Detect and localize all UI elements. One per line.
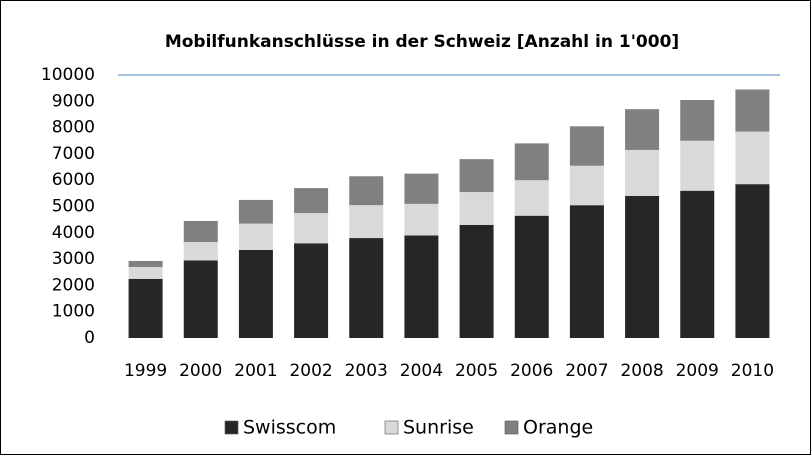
bar-segment	[183, 220, 218, 243]
bar-segment	[238, 223, 273, 250]
bar-segment	[459, 159, 494, 193]
bar-segment	[735, 89, 770, 132]
bar-segment	[128, 266, 163, 279]
bar-segment	[294, 243, 329, 338]
y-tick-label: 0	[84, 328, 95, 348]
y-tick-label: 6000	[52, 170, 95, 190]
chart-title: Mobilfunkanschlüsse in der Schweiz [Anza…	[165, 32, 679, 52]
x-tick-label: 2010	[731, 361, 774, 381]
bar-segment	[183, 242, 218, 261]
bar-segment	[404, 235, 439, 338]
bar-segment	[514, 215, 549, 338]
bar-segment	[349, 238, 384, 338]
x-tick-label: 2007	[565, 361, 608, 381]
bar-segment	[404, 173, 439, 204]
y-tick-label: 7000	[52, 144, 95, 164]
bar-segment	[625, 109, 660, 150]
bar-segment	[128, 260, 163, 267]
legend-label: Swisscom	[243, 417, 336, 439]
legend-swatch	[224, 420, 239, 435]
y-tick-label: 1000	[52, 302, 95, 322]
bar-segment	[459, 224, 494, 338]
bar-segment	[569, 126, 604, 166]
x-tick-label: 2009	[676, 361, 719, 381]
y-tick-label: 4000	[52, 223, 95, 243]
bar-segment	[459, 192, 494, 225]
legend-swatch	[384, 420, 399, 435]
y-tick-label: 2000	[52, 275, 95, 295]
legend-label: Orange	[523, 417, 593, 439]
bar-segment	[514, 180, 549, 216]
x-tick-label: 1999	[124, 361, 167, 381]
bar-segment	[294, 213, 329, 244]
bar-segment	[735, 184, 770, 338]
bar-segment	[294, 188, 329, 214]
bar-segment	[183, 260, 218, 338]
y-tick-label: 9000	[52, 91, 95, 111]
bar-segment	[349, 176, 384, 206]
bar-segment	[680, 190, 715, 338]
bar-segment	[238, 249, 273, 338]
legend-label: Sunrise	[403, 417, 474, 439]
x-tick-label: 2002	[289, 361, 332, 381]
bar-segment	[625, 195, 660, 338]
bar-segment	[349, 205, 384, 239]
x-tick-label: 2008	[620, 361, 663, 381]
bar-segment	[680, 99, 715, 141]
bar-segment	[238, 199, 273, 224]
bar-segment	[625, 149, 660, 196]
legend-swatch	[504, 420, 519, 435]
bar-segment	[735, 131, 770, 185]
y-tick-label: 3000	[52, 249, 95, 269]
bar-segment	[569, 165, 604, 206]
y-tick-label: 8000	[52, 118, 95, 138]
bar-segment	[680, 140, 715, 191]
x-tick-label: 2003	[345, 361, 388, 381]
x-tick-label: 2004	[400, 361, 443, 381]
y-tick-label: 10000	[41, 65, 95, 85]
y-tick-label: 5000	[52, 197, 95, 217]
bar-segment	[404, 203, 439, 236]
x-tick-label: 2006	[510, 361, 553, 381]
bar-segment	[128, 278, 163, 338]
bar-segment	[514, 143, 549, 181]
x-tick-label: 2005	[455, 361, 498, 381]
x-tick-label: 2000	[179, 361, 222, 381]
x-tick-label: 2001	[234, 361, 277, 381]
bar-segment	[569, 205, 604, 338]
